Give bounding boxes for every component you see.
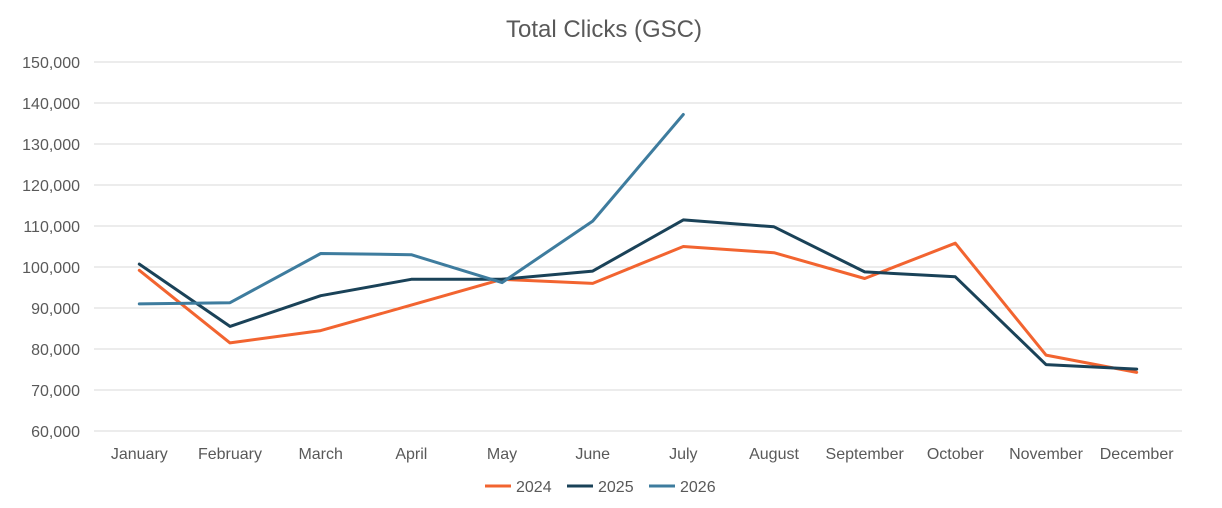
y-tick-label: 110,000 bbox=[23, 219, 80, 236]
y-tick-label: 120,000 bbox=[22, 178, 80, 195]
x-tick-label: September bbox=[826, 446, 905, 463]
x-axis-ticks: January February March April May June July Augu… bbox=[111, 446, 1174, 463]
x-tick-label: April bbox=[395, 446, 427, 463]
y-tick-label: 70,000 bbox=[31, 383, 80, 400]
series-lines bbox=[137, 113, 1139, 374]
series-line-2024 bbox=[137, 241, 1139, 374]
x-tick-label: October bbox=[927, 446, 985, 463]
x-tick-label: June bbox=[575, 446, 610, 463]
x-tick-label: November bbox=[1009, 446, 1083, 463]
x-tick-label: December bbox=[1100, 446, 1174, 463]
y-tick-label: 130,000 bbox=[22, 137, 80, 154]
y-tick-label: 150,000 bbox=[22, 55, 80, 72]
y-tick-label: 100,000 bbox=[22, 260, 80, 277]
x-tick-label: May bbox=[487, 446, 517, 463]
gridlines bbox=[94, 61, 1182, 432]
x-tick-label: January bbox=[111, 446, 168, 463]
y-tick-label: 90,000 bbox=[31, 301, 80, 318]
y-tick-label: 60,000 bbox=[31, 424, 80, 441]
legend: 2024 2025 2026 bbox=[485, 479, 716, 496]
x-tick-label: February bbox=[198, 446, 262, 463]
x-tick-label: August bbox=[749, 446, 799, 463]
legend-label-2025: 2025 bbox=[598, 479, 634, 496]
y-tick-label: 80,000 bbox=[31, 342, 80, 359]
chart-title: Total Clicks (GSC) bbox=[506, 16, 702, 43]
y-axis-ticks: 60,000 70,000 80,000 90,000 100,000 110,000 12… bbox=[22, 55, 80, 441]
x-tick-label: July bbox=[669, 446, 697, 463]
x-tick-label: March bbox=[298, 446, 342, 463]
legend-label-2024: 2024 bbox=[516, 479, 552, 496]
legend-label-2026: 2026 bbox=[680, 479, 716, 496]
series-line-2025 bbox=[137, 218, 1139, 371]
y-tick-label: 140,000 bbox=[22, 96, 80, 113]
series-line-2026 bbox=[137, 113, 685, 306]
